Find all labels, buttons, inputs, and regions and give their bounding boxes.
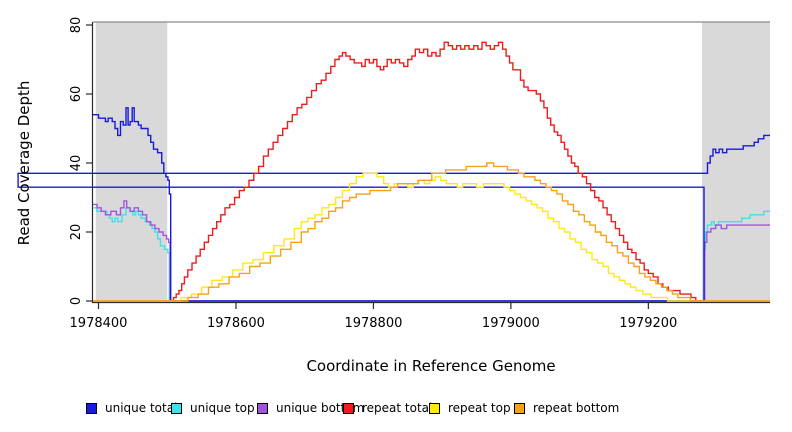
shaded-regions: [95, 22, 770, 302]
x-tick-label: 1978400: [70, 316, 128, 331]
shaded-region-right-flank: [701, 22, 770, 302]
y-tick-label: 60: [69, 86, 84, 103]
axes: 1978400 1978600 1978800 1979000 1979200 0 20 40…: [69, 17, 770, 331]
y-tick-label: 20: [69, 224, 84, 241]
legend: unique total unique top unique bottom repea…: [0, 397, 792, 423]
shaded-region-left-flank: [95, 22, 168, 302]
series-line-repeat-bottom: [93, 162, 770, 302]
y-tick-label: 40: [69, 155, 84, 172]
legend-label: repeat bottom: [533, 401, 620, 415]
legend-swatch-unique-total: [86, 402, 97, 414]
legend-label: unique bottom: [276, 401, 365, 415]
legend-swatch-unique-top: [171, 402, 182, 414]
legend-swatch-unique-bottom: [257, 402, 268, 414]
legend-swatch-repeat-top: [429, 402, 440, 414]
legend-swatch-repeat-bottom: [514, 402, 525, 414]
series-line-unique-total: [17, 107, 770, 302]
y-tick-label: 0: [69, 297, 84, 305]
legend-item-unique-total: unique total: [86, 397, 177, 419]
legend-label: repeat top: [448, 401, 511, 415]
legend-label: unique total: [105, 401, 178, 415]
x-tick-label: 1978600: [207, 316, 265, 331]
series-line-repeat-total: [93, 41, 770, 302]
x-tick-label: 1979000: [482, 316, 540, 331]
y-axis-label: Read Coverage Depth: [15, 81, 33, 246]
legend-item-unique-top: unique top: [171, 397, 255, 419]
x-tick-label: 1979200: [619, 316, 677, 331]
series-line-repeat-top: [93, 172, 770, 302]
x-axis-label: Coordinate in Reference Genome: [306, 357, 555, 375]
legend-label: unique top: [190, 401, 255, 415]
series-line-unique-bottom: [93, 200, 770, 302]
legend-item-unique-bottom: unique bottom: [257, 397, 364, 419]
legend-item-repeat-bottom: repeat bottom: [514, 397, 619, 419]
x-tick-label: 1978800: [344, 316, 402, 331]
legend-label: repeat total: [362, 401, 433, 415]
y-tick-label: 80: [69, 17, 84, 34]
legend-item-repeat-total: repeat total: [343, 397, 432, 419]
legend-swatch-repeat-total: [343, 402, 354, 414]
series-lines: [17, 41, 770, 302]
legend-item-repeat-top: repeat top: [429, 397, 511, 419]
